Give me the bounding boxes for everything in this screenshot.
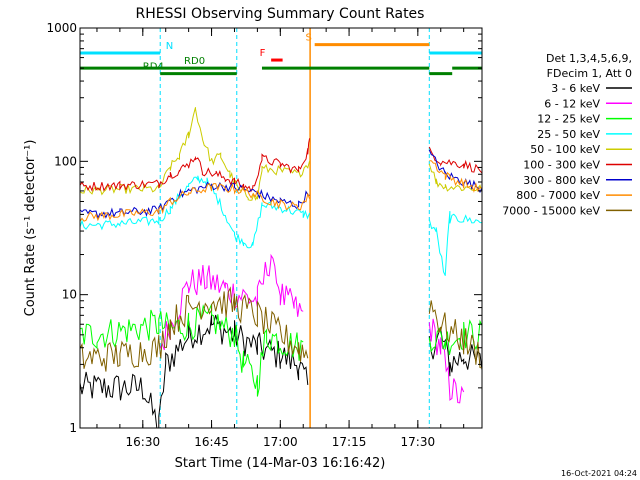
legend-label-5: 100 - 300 keV: [523, 159, 600, 172]
legend-header-1: FDecim 1, Att 0: [547, 67, 632, 80]
status-bar-label-rd0: RD0: [184, 56, 205, 67]
x-tick-label-4: 17:30: [401, 435, 436, 449]
x-tick-label-3: 17:15: [332, 435, 367, 449]
x-tick-label-1: 16:45: [194, 435, 229, 449]
x-axis-label: Start Time (14-Mar-03 16:16:42): [175, 456, 386, 471]
plot-area: N RD0 RD4 F S: [79, 28, 483, 429]
legend-label-2: 12 - 25 keV: [537, 113, 600, 126]
status-bar-label-n: N: [166, 41, 173, 52]
series-line-7: [79, 160, 483, 222]
y-axis-label: Count Rate (s⁻¹ detector⁻¹): [23, 140, 38, 317]
legend: Det 1,3,4,5,6,9, FDecim 1, Att 0 3 - 6 keV…: [502, 52, 632, 217]
legend-label-6: 300 - 800 keV: [523, 174, 600, 187]
series-line-4: [79, 107, 483, 201]
series-line-8: [79, 286, 483, 372]
status-bar-label-f: F: [260, 48, 266, 59]
legend-label-1: 6 - 12 keV: [544, 97, 600, 110]
legend-label-7: 800 - 7000 keV: [516, 189, 600, 202]
x-tick-label-2: 17:00: [263, 435, 298, 449]
x-tick-label-0: 16:30: [126, 435, 161, 449]
series-line-1: [159, 253, 465, 404]
y-tick-label-1: 10: [62, 288, 77, 302]
status-bar-label-rd4: RD4: [143, 62, 164, 73]
status-bar-label-s: S: [306, 33, 312, 44]
plot-frame: [79, 27, 483, 429]
legend-label-8: 7000 - 15000 keV: [502, 204, 600, 217]
y-tick-label-0: 1: [69, 421, 77, 435]
timestamp-label: 16-Oct-2021 04:24: [561, 469, 637, 478]
y-tick-label-2: 100: [54, 154, 77, 168]
axes: 1 10 100 1000 16:30 16:45 17:00 17:15 17:30: [46, 21, 482, 449]
chart-title: RHESSI Observing Summary Count Rates: [136, 6, 425, 22]
legend-label-0: 3 - 6 keV: [551, 82, 600, 95]
legend-header-0: Det 1,3,4,5,6,9,: [546, 52, 632, 65]
series-line-5: [79, 138, 483, 193]
y-tick-label-3: 1000: [46, 21, 77, 35]
legend-label-3: 25 - 50 keV: [537, 128, 600, 141]
series-line-3: [79, 175, 483, 276]
legend-label-4: 50 - 100 keV: [530, 143, 600, 156]
